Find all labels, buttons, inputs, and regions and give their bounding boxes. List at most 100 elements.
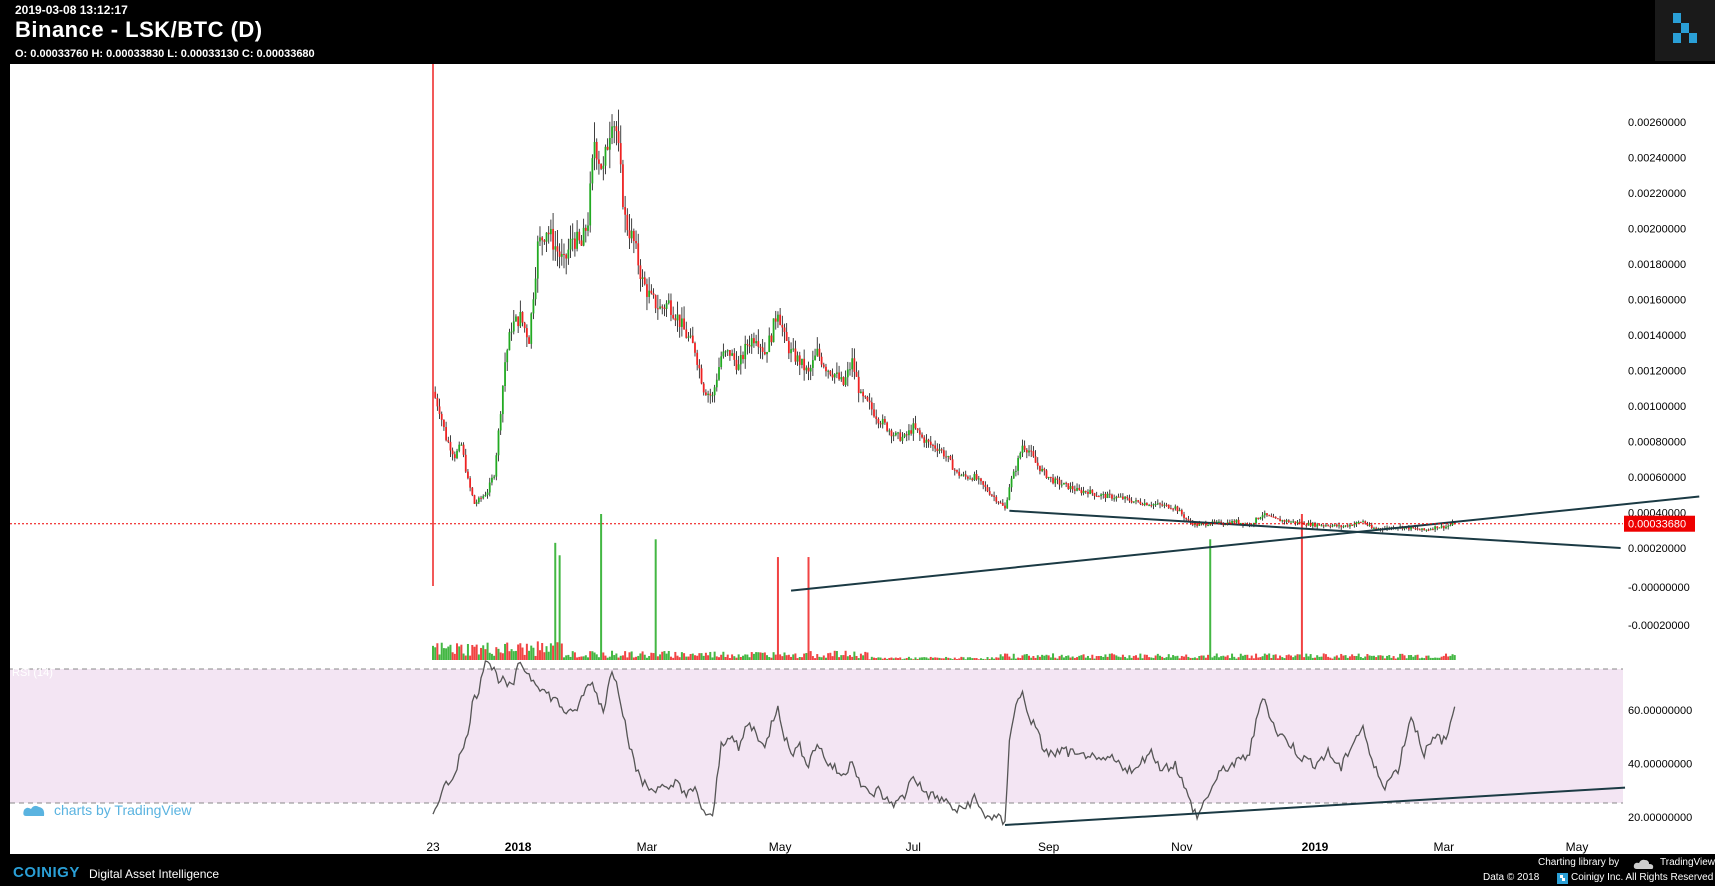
price-candle (953, 469, 956, 471)
price-candle (1311, 523, 1314, 527)
chart-canvas[interactable]: RSI (14) 0.00260000 0.00240000 0.00220000 0.… (0, 64, 1715, 856)
price-candle (694, 343, 696, 353)
volume-bar (1414, 655, 1417, 660)
price-candle (1015, 470, 1017, 472)
volume-bar (1021, 655, 1024, 660)
volume-bar (942, 658, 945, 660)
price-candle (469, 478, 472, 488)
price-candle (825, 366, 827, 372)
price-candle (748, 345, 751, 347)
price-candle (659, 306, 661, 309)
volume-bar (1008, 656, 1011, 660)
price-candle (1135, 500, 1137, 502)
volume-bar (1324, 654, 1327, 660)
volume-bar (1239, 653, 1242, 660)
price-candle (1095, 495, 1098, 497)
tradingview-cloud-icon (23, 805, 45, 816)
volume-bar (1425, 655, 1428, 660)
volume-bar (905, 658, 908, 660)
volume-bar (1316, 655, 1319, 660)
price-candle (639, 265, 642, 280)
price-candle (1185, 517, 1188, 520)
volume-bar (1423, 658, 1426, 660)
volume-bar (1359, 657, 1362, 660)
price-candle (1078, 487, 1081, 490)
price-candle (918, 430, 921, 435)
volume-trendline[interactable] (790, 495, 1700, 592)
volume-bar (1019, 658, 1022, 660)
price-candle (1322, 525, 1325, 527)
volume-bar (1449, 655, 1452, 660)
volume-bar (630, 651, 633, 660)
volume-bar (1047, 655, 1050, 660)
volume-bar (1038, 656, 1041, 660)
price-candle (753, 338, 755, 344)
price-tick-label: 0.00240000 (1628, 153, 1686, 165)
price-candle (445, 427, 447, 441)
price-candle (632, 230, 635, 241)
volume-bar (1163, 658, 1166, 660)
price-candle (1416, 528, 1419, 530)
volume-bar (711, 657, 714, 660)
price-candle (501, 385, 504, 415)
price-candle (1207, 525, 1209, 527)
volume-bar (582, 656, 585, 660)
price-candle (451, 450, 454, 455)
volume-bar (1270, 657, 1273, 660)
price-candle (1364, 521, 1367, 524)
volume-bar (750, 652, 753, 660)
volume-bar (1344, 655, 1347, 660)
price-candle (982, 481, 985, 485)
price-candle (486, 492, 489, 495)
price-candle (1004, 505, 1006, 509)
volume-bar (661, 651, 664, 660)
price-candle (940, 449, 943, 451)
price-candle (1327, 525, 1330, 527)
rsi-trendline[interactable] (1004, 786, 1626, 827)
volume-bar (1209, 539, 1212, 660)
volume-bar (811, 656, 814, 660)
volume-bar (1346, 657, 1349, 660)
volume-bar (1154, 655, 1157, 660)
volume-bar (995, 657, 998, 660)
volume-bar (1119, 657, 1122, 660)
price-candle (1261, 515, 1264, 518)
volume-bar (453, 653, 456, 660)
volume-bar (667, 650, 670, 660)
brand-name[interactable]: COINIGY (13, 864, 80, 881)
volume-bar (1215, 653, 1218, 660)
price-candle (1054, 478, 1057, 484)
volume-bar (873, 657, 876, 660)
price-candle (1204, 523, 1207, 526)
price-candle (1056, 478, 1059, 480)
volume-bar (645, 657, 648, 660)
price-candle (1274, 516, 1277, 519)
volume-bar (637, 655, 640, 660)
price-candle (923, 437, 926, 443)
copyright-left: Data © 2018 (1483, 872, 1540, 883)
price-candle (755, 341, 758, 344)
tradingview-watermark[interactable]: charts by TradingView (54, 802, 192, 818)
price-candle (464, 454, 467, 472)
price-candle (1252, 522, 1255, 525)
price-candle (641, 277, 644, 280)
price-candle (680, 318, 683, 327)
volume-bar (497, 648, 500, 660)
tradingview-credit[interactable]: TradingView (1660, 857, 1715, 868)
price-candle (1259, 517, 1262, 520)
price-candle (497, 430, 500, 456)
price-candle (1266, 513, 1268, 516)
volume-bar (702, 655, 705, 660)
volume-bar (560, 643, 563, 660)
price-trendline[interactable] (1009, 509, 1621, 549)
volume-bar (907, 656, 910, 660)
volume-bar (888, 657, 891, 660)
volume-bar (776, 557, 779, 660)
volume-bar (1375, 657, 1378, 660)
price-candle (746, 343, 749, 346)
price-candle (844, 377, 847, 385)
price-candle (929, 441, 932, 446)
volume-bar (851, 656, 854, 660)
volume-bar (748, 657, 751, 660)
price-candle (1233, 520, 1236, 523)
